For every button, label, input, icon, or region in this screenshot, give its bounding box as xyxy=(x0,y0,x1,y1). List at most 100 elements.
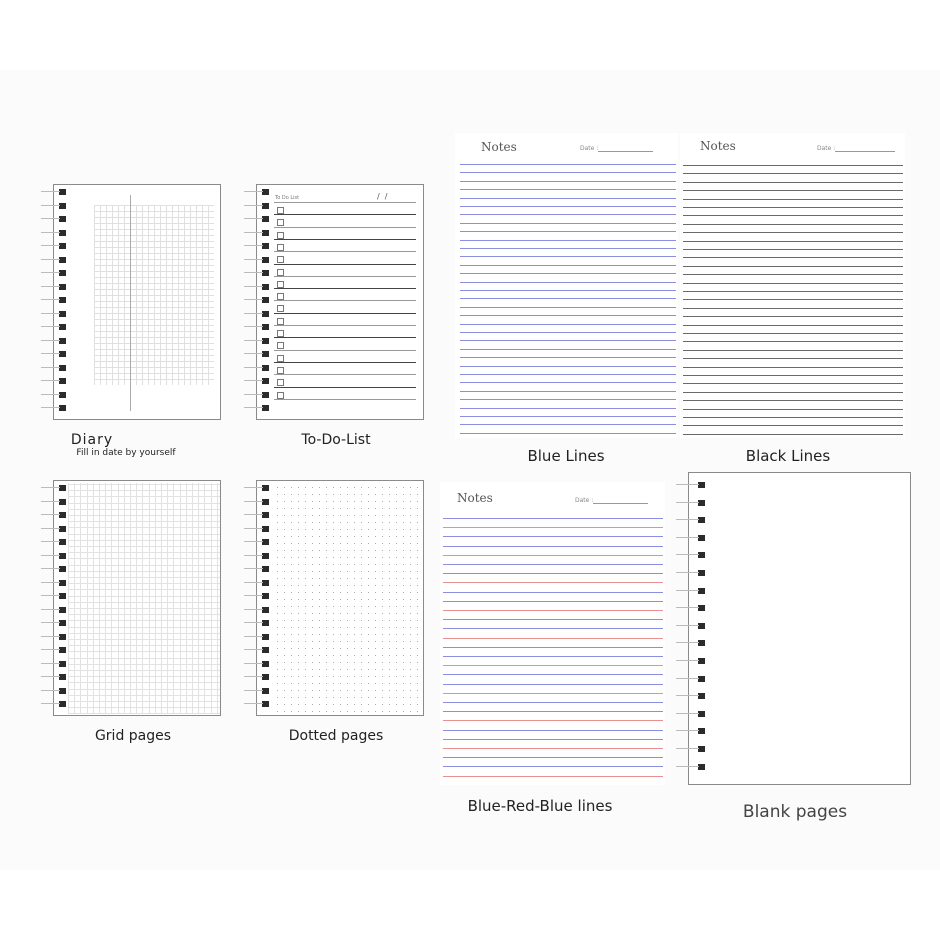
dot xyxy=(319,536,320,537)
dot xyxy=(312,676,313,677)
date-label: Date : xyxy=(817,145,836,152)
spiral-wire xyxy=(244,285,263,287)
dot xyxy=(326,529,327,530)
dot xyxy=(417,585,418,586)
grid-line xyxy=(173,483,175,713)
dot xyxy=(312,655,313,656)
dot xyxy=(333,550,334,551)
dot xyxy=(417,550,418,551)
ruled-line xyxy=(683,383,903,385)
dot xyxy=(319,599,320,600)
dot xyxy=(396,494,397,495)
dot xyxy=(396,536,397,537)
diary-page xyxy=(53,184,221,420)
spiral-wire xyxy=(676,589,699,591)
grid-line xyxy=(94,223,214,224)
dot xyxy=(410,515,411,516)
spiral-wire xyxy=(244,635,263,637)
spiral-ring xyxy=(262,405,269,411)
dot xyxy=(361,550,362,551)
grid-line xyxy=(117,483,119,713)
dot xyxy=(305,592,306,593)
dot xyxy=(417,592,418,593)
dot xyxy=(277,508,278,509)
ruled-line xyxy=(683,299,903,301)
dot xyxy=(291,585,292,586)
ruled-line xyxy=(683,223,903,225)
grid-line xyxy=(68,539,220,541)
dot xyxy=(298,606,299,607)
dot xyxy=(333,662,334,663)
dot xyxy=(284,515,285,516)
dot xyxy=(382,592,383,593)
dot xyxy=(312,564,313,565)
dot xyxy=(396,711,397,712)
grid-line xyxy=(68,626,220,628)
dot xyxy=(375,592,376,593)
dot xyxy=(361,669,362,670)
dot xyxy=(284,599,285,600)
dot xyxy=(417,557,418,558)
dot xyxy=(368,606,369,607)
dot xyxy=(326,494,327,495)
dot xyxy=(277,606,278,607)
grid-line xyxy=(68,707,220,709)
dot xyxy=(291,501,292,502)
spiral-ring xyxy=(59,566,66,572)
dot xyxy=(354,508,355,509)
grid-line xyxy=(154,483,156,713)
dot xyxy=(284,529,285,530)
dot xyxy=(375,522,376,523)
ruled-line xyxy=(683,240,903,242)
checkbox xyxy=(277,366,284,374)
dot xyxy=(312,683,313,684)
dot xyxy=(277,627,278,628)
dot xyxy=(298,683,299,684)
dot xyxy=(340,515,341,516)
dot xyxy=(382,578,383,579)
spiral-ring xyxy=(262,364,269,371)
grid-line xyxy=(94,295,214,296)
dot xyxy=(347,683,348,684)
dot xyxy=(389,585,390,586)
dot xyxy=(340,711,341,712)
dot xyxy=(410,697,411,698)
dot xyxy=(382,627,383,628)
dot xyxy=(284,641,285,642)
dot xyxy=(319,585,320,586)
checkbox xyxy=(277,354,284,362)
dot xyxy=(354,648,355,649)
dot xyxy=(319,494,320,495)
dot xyxy=(396,634,397,635)
checkbox xyxy=(277,379,284,387)
grid-line xyxy=(68,713,220,715)
ruled-line xyxy=(683,274,903,276)
dot xyxy=(382,669,383,670)
spiral-ring xyxy=(698,640,705,647)
ruled-line xyxy=(683,375,903,376)
dot xyxy=(347,522,348,523)
grid-line xyxy=(99,483,100,713)
spiral-ring xyxy=(698,605,705,612)
dot xyxy=(340,613,341,614)
dot xyxy=(284,564,285,565)
dot xyxy=(326,613,327,614)
ruled-line xyxy=(443,564,663,565)
dot xyxy=(284,508,285,509)
dot xyxy=(403,543,404,544)
dot xyxy=(410,536,411,537)
dot xyxy=(403,662,404,663)
dot xyxy=(375,515,376,516)
dot xyxy=(305,634,306,635)
dot xyxy=(410,578,411,579)
dot xyxy=(340,641,341,642)
dot xyxy=(291,592,292,593)
dot xyxy=(305,669,306,670)
dot xyxy=(277,676,278,677)
dot xyxy=(326,634,327,635)
dot xyxy=(305,529,306,530)
todo-line xyxy=(274,238,416,240)
dot xyxy=(403,676,404,677)
spiral-wire xyxy=(244,339,263,341)
dot xyxy=(333,578,334,579)
